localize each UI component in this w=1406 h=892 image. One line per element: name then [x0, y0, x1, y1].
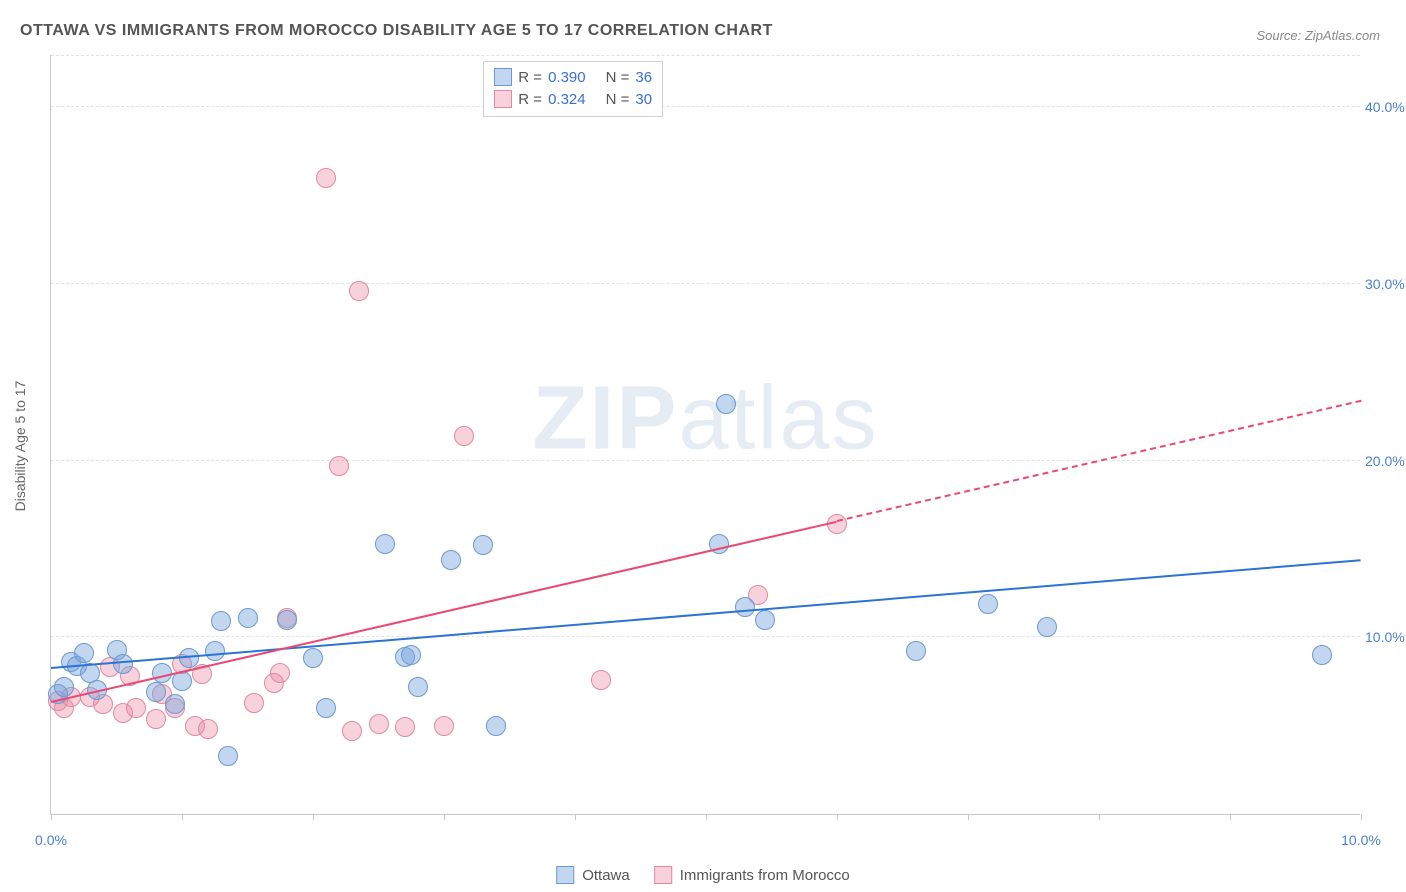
data-point-ottawa [74, 643, 94, 663]
data-point-morocco [342, 721, 362, 741]
x-tick [575, 814, 576, 820]
data-point-ottawa [113, 654, 133, 674]
data-point-morocco [316, 168, 336, 188]
x-tick [706, 814, 707, 820]
gridline-h [51, 106, 1360, 107]
data-point-ottawa [755, 610, 775, 630]
legend-n-value: 36 [635, 69, 652, 86]
data-point-ottawa [978, 594, 998, 614]
y-axis-title: Disability Age 5 to 17 [12, 381, 28, 512]
legend-swatch [494, 68, 512, 86]
legend-stats-row-morocco: R = 0.324 N = 30 [494, 88, 652, 110]
x-tick-label: 10.0% [1341, 832, 1381, 848]
scatter-chart: ZIPatlas 10.0%20.0%30.0%40.0%0.0%10.0%R … [50, 55, 1360, 815]
data-point-ottawa [401, 645, 421, 665]
watermark: ZIPatlas [532, 368, 878, 471]
data-point-ottawa [165, 694, 185, 714]
x-tick [837, 814, 838, 820]
legend-bottom: Ottawa Immigrants from Morocco [556, 866, 850, 884]
data-point-ottawa [473, 535, 493, 555]
data-point-ottawa [735, 597, 755, 617]
gridline-h [51, 283, 1360, 284]
data-point-morocco [126, 698, 146, 718]
data-point-ottawa [303, 648, 323, 668]
legend-label: Ottawa [582, 867, 630, 884]
y-tick-label: 20.0% [1365, 453, 1406, 469]
data-point-morocco [198, 719, 218, 739]
data-point-morocco [395, 717, 415, 737]
data-point-morocco [454, 426, 474, 446]
data-point-morocco [329, 456, 349, 476]
data-point-morocco [244, 693, 264, 713]
legend-r-value: 0.390 [548, 69, 586, 86]
data-point-ottawa [277, 610, 297, 630]
legend-stats: R = 0.390 N = 36 R = 0.324 N = 30 [483, 61, 663, 117]
legend-r-label: R = [518, 91, 542, 108]
x-tick [182, 814, 183, 820]
data-point-ottawa [205, 641, 225, 661]
gridline-h [51, 460, 1360, 461]
legend-r-value: 0.324 [548, 91, 586, 108]
x-tick [444, 814, 445, 820]
x-tick [1099, 814, 1100, 820]
legend-n-label: N = [606, 69, 630, 86]
legend-swatch [556, 866, 574, 884]
x-tick [968, 814, 969, 820]
data-point-ottawa [486, 716, 506, 736]
data-point-ottawa [906, 641, 926, 661]
data-point-ottawa [1037, 617, 1057, 637]
data-point-morocco [146, 709, 166, 729]
legend-item-ottawa: Ottawa [556, 866, 630, 884]
data-point-ottawa [441, 550, 461, 570]
data-point-morocco [434, 716, 454, 736]
legend-r-label: R = [518, 69, 542, 86]
data-point-ottawa [716, 394, 736, 414]
legend-n-value: 30 [635, 91, 652, 108]
source-attribution: Source: ZipAtlas.com [1256, 28, 1380, 43]
data-point-morocco [591, 670, 611, 690]
x-tick [313, 814, 314, 820]
data-point-morocco [349, 281, 369, 301]
data-point-ottawa [211, 611, 231, 631]
x-tick [51, 814, 52, 820]
y-tick-label: 30.0% [1365, 276, 1406, 292]
data-point-ottawa [375, 534, 395, 554]
data-point-ottawa [54, 677, 74, 697]
trendline-dashed [837, 400, 1361, 522]
chart-title: OTTAWA VS IMMIGRANTS FROM MOROCCO DISABI… [20, 22, 773, 40]
legend-item-morocco: Immigrants from Morocco [654, 866, 850, 884]
legend-swatch [654, 866, 672, 884]
data-point-ottawa [238, 608, 258, 628]
y-tick-label: 40.0% [1365, 99, 1406, 115]
gridline-h [51, 55, 1360, 56]
legend-swatch [494, 90, 512, 108]
gridline-h [51, 636, 1360, 637]
data-point-ottawa [408, 677, 428, 697]
x-tick [1230, 814, 1231, 820]
x-tick-label: 0.0% [35, 832, 67, 848]
data-point-ottawa [179, 648, 199, 668]
x-tick [1361, 814, 1362, 820]
legend-n-label: N = [606, 91, 630, 108]
data-point-ottawa [1312, 645, 1332, 665]
data-point-morocco [369, 714, 389, 734]
y-tick-label: 10.0% [1365, 629, 1406, 645]
data-point-ottawa [218, 746, 238, 766]
legend-label: Immigrants from Morocco [680, 867, 850, 884]
data-point-ottawa [146, 682, 166, 702]
data-point-morocco [270, 663, 290, 683]
data-point-ottawa [316, 698, 336, 718]
legend-stats-row-ottawa: R = 0.390 N = 36 [494, 66, 652, 88]
